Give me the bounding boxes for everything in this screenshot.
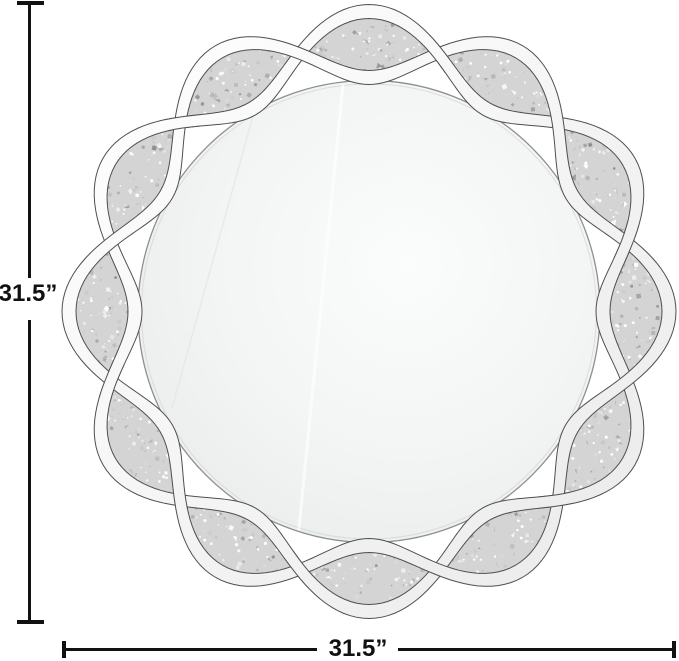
height-dimension-line	[28, 2, 31, 278]
width-dimension-cap-right	[672, 641, 676, 658]
mirror-reflection-streaks	[171, 83, 345, 539]
height-dimension-cap-bottom	[17, 620, 44, 624]
width-dimension-line	[398, 648, 675, 651]
width-dimension-line	[64, 648, 317, 651]
frame-ribbon-outer-wave	[61, 36, 677, 587]
height-dimension-line	[28, 320, 31, 622]
mirror-glass	[137, 79, 601, 544]
width-dimension-label: 31.5”	[328, 635, 388, 661]
height-dimension-label: 31.5”	[0, 280, 58, 307]
frame-ribbon-inner-wave	[93, 3, 645, 620]
